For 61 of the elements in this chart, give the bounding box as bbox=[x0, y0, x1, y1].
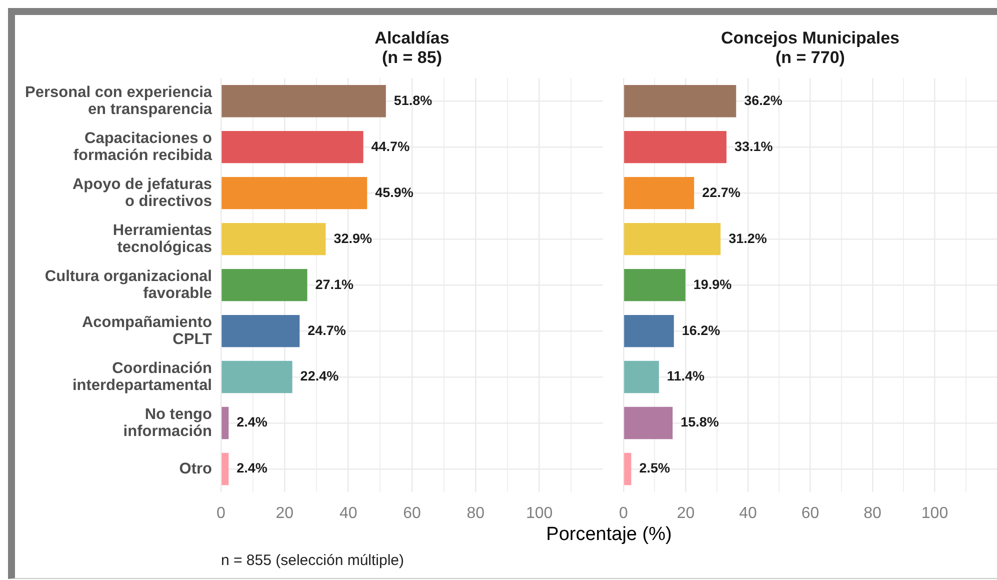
x-tick-label: 100 bbox=[526, 505, 553, 522]
y-tick-label: Personal con experiencia en transparencia bbox=[25, 84, 212, 118]
x-tick-label: 0 bbox=[216, 505, 226, 522]
bar bbox=[624, 85, 736, 118]
x-tick-label: 20 bbox=[676, 505, 695, 522]
x-tick-label: 0 bbox=[618, 505, 628, 522]
bar bbox=[624, 314, 674, 348]
data-label: 31.2% bbox=[728, 230, 767, 246]
y-tick-label: Herramientas tecnológicas bbox=[112, 222, 212, 256]
bar bbox=[222, 222, 326, 256]
bar bbox=[222, 360, 292, 394]
x-tick-label: 40 bbox=[339, 505, 358, 522]
bar bbox=[222, 406, 229, 440]
text: n = 855 (selección múltiple) bbox=[221, 552, 404, 570]
bar bbox=[624, 130, 726, 164]
y-tick-label: Apoyo de jefaturas o directivos bbox=[72, 176, 212, 210]
data-label: 2.5% bbox=[639, 460, 670, 476]
data-label: 2.4% bbox=[236, 460, 268, 476]
x-tick-label: 80 bbox=[466, 505, 485, 522]
y-tick-label: Acompañamiento CPLT bbox=[82, 314, 213, 348]
bar bbox=[222, 130, 364, 164]
bar bbox=[222, 452, 229, 486]
data-label: 24.7% bbox=[308, 322, 346, 338]
y-tick-label: Capacitaciones o formación recibida bbox=[73, 130, 212, 164]
x-tick-label: 80 bbox=[864, 505, 882, 522]
data-label: 22.7% bbox=[702, 184, 740, 200]
data-label: 33.1% bbox=[734, 138, 773, 154]
bar bbox=[222, 176, 368, 210]
y-tick-label: Cultura organizacional favorable bbox=[44, 268, 212, 302]
bar bbox=[222, 314, 300, 348]
bar bbox=[624, 268, 686, 302]
data-label: 51.8% bbox=[394, 92, 432, 108]
x-tick-label: 20 bbox=[276, 505, 294, 522]
bar bbox=[624, 452, 632, 486]
bar bbox=[624, 222, 721, 256]
bar bbox=[222, 268, 308, 302]
data-label: 16.2% bbox=[682, 322, 720, 338]
y-tick-label: No tengo información bbox=[123, 406, 212, 440]
data-label: 44.7% bbox=[371, 138, 410, 154]
data-label: 2.4% bbox=[236, 414, 268, 430]
data-label: 15.8% bbox=[680, 414, 719, 430]
bar bbox=[624, 176, 694, 210]
data-label: 11.4% bbox=[666, 368, 704, 384]
bar bbox=[222, 85, 386, 118]
data-label: 45.9% bbox=[375, 184, 414, 200]
data-label: 27.1% bbox=[315, 276, 354, 292]
bar bbox=[624, 406, 673, 440]
y-tick-label: Coordinación interdepartamental bbox=[72, 360, 212, 394]
data-label: 22.4% bbox=[300, 368, 339, 384]
x-tick-label: 100 bbox=[921, 505, 948, 522]
x-tick-label: 60 bbox=[801, 505, 820, 522]
data-label: 32.9% bbox=[334, 230, 372, 246]
x-axis-title: Porcentaje (%) bbox=[546, 524, 672, 546]
data-label: 19.9% bbox=[693, 276, 732, 292]
chart-title: Alcaldías (n = 85) bbox=[374, 28, 450, 68]
y-tick-label: Otro bbox=[179, 460, 212, 478]
chart-title: Concejos Municipales (n = 770) bbox=[720, 28, 900, 68]
x-tick-label: 40 bbox=[739, 505, 757, 522]
bar bbox=[624, 360, 659, 394]
x-tick-label: 60 bbox=[403, 505, 421, 522]
data-label: 36.2% bbox=[744, 92, 782, 108]
